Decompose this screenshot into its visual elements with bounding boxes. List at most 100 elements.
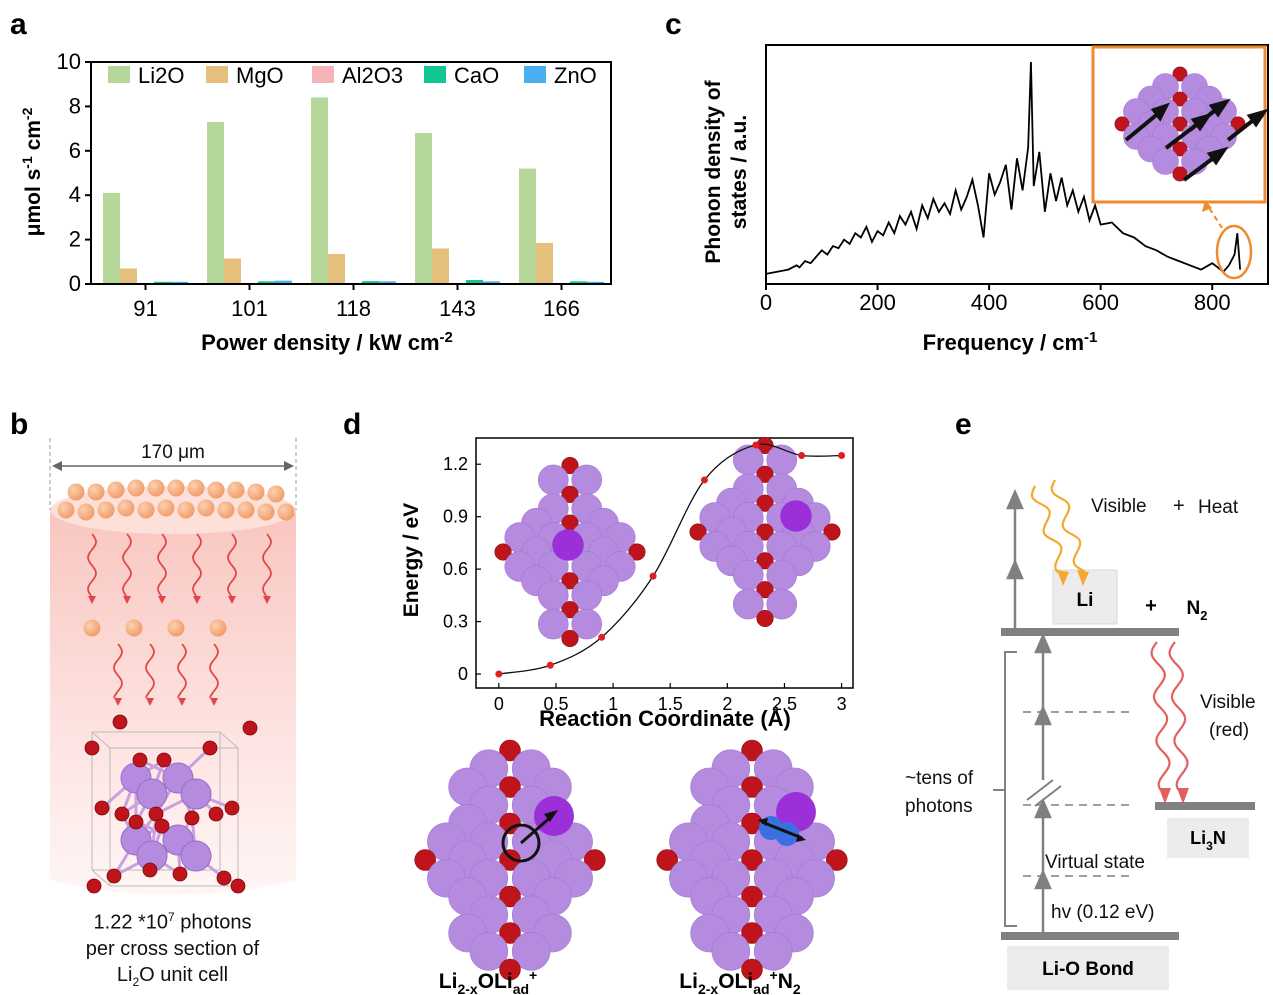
y-tick-label: 0.3 — [443, 612, 468, 632]
bar-li2o-101 — [207, 121, 224, 284]
energy-curve — [498, 443, 842, 675]
x-tick-label: 0 — [494, 694, 504, 714]
legend-label: Al2O3 — [342, 63, 403, 88]
oxygen-atom — [561, 629, 579, 648]
plot-frame — [475, 437, 854, 689]
legend-label: ZnO — [554, 63, 597, 88]
oxygen-atom — [184, 810, 200, 826]
structure-li-adsorbed-n2 — [656, 739, 848, 981]
wave-arrow — [192, 533, 202, 597]
photon — [217, 501, 235, 519]
x-tick-label: 1 — [608, 694, 618, 714]
lithium-atom — [711, 931, 751, 971]
lithium-atom — [753, 931, 793, 971]
oxygen-atom — [741, 885, 763, 908]
plus-heat: + — [1173, 495, 1185, 517]
energy-profile-chart: 0 0.5 1 1.5 2 2.5 3 00.30.60.91.2 Energy / eV … — [400, 436, 854, 994]
lithium-atom — [180, 778, 212, 810]
wave-arrow — [145, 643, 155, 699]
structure-final — [689, 436, 841, 628]
lithium-atom — [732, 588, 764, 620]
y-axis-label: μmol s-1 cm-2 — [19, 107, 45, 236]
oxygen-atom — [154, 818, 170, 834]
lithium-atom — [571, 608, 603, 640]
lio-bond-box — [1007, 946, 1169, 990]
bar-zno-166 — [587, 281, 604, 284]
y-tick-label: 2 — [69, 227, 81, 252]
x-tick-label: 166 — [543, 296, 580, 321]
oxygen-atom — [741, 739, 763, 762]
panel-b-caption: 1.22 *107 photons per cross section of L… — [85, 910, 260, 989]
li3n-label: Li3N — [1190, 828, 1226, 853]
lithium-atom — [469, 931, 509, 971]
oxygen-atom — [86, 878, 102, 894]
bar-cao-101 — [258, 281, 275, 284]
x-tick-label: 3 — [837, 694, 847, 714]
x-tick-label: 1.5 — [658, 694, 683, 714]
oxygen-atom — [132, 752, 148, 768]
dos-line — [765, 61, 1242, 275]
bar-li2o-118 — [311, 97, 328, 285]
visible-red-label-2: (red) — [1209, 720, 1249, 741]
x-tick-label: 143 — [439, 296, 476, 321]
data-point — [700, 476, 708, 484]
irradiation-diagram: 170 μm — [49, 438, 297, 895]
red-emission-wave — [1168, 641, 1189, 791]
bar-cao-91 — [154, 281, 171, 284]
oxygen-atom — [656, 849, 678, 871]
wave-arrow — [262, 533, 272, 597]
lithium-atom — [1152, 148, 1179, 175]
oxygen-atom — [756, 523, 774, 541]
oxygen-atom — [826, 849, 848, 871]
wave-arrow — [209, 643, 219, 699]
bar-zno-118 — [379, 281, 396, 284]
oxygen-atom — [499, 812, 521, 835]
oxygen-atom — [741, 849, 763, 871]
tens-photons-2: photons — [905, 796, 973, 817]
photon — [237, 501, 255, 519]
x-axis-label: Frequency / cm-1 — [923, 329, 1098, 355]
y-tick-label: 0.9 — [443, 507, 468, 527]
data-point — [838, 451, 846, 459]
photon — [167, 479, 185, 497]
legend-swatch — [524, 66, 546, 83]
panel-letter-c: c — [665, 8, 682, 41]
oxygen-atom — [756, 465, 774, 483]
data-point — [649, 572, 657, 580]
lio-bond-label: Li-O Bond — [1042, 959, 1134, 980]
bar-li2o-166 — [519, 168, 536, 284]
oxygen-atom — [202, 740, 218, 756]
oxygen-atom — [148, 806, 164, 822]
bar-zno-143 — [483, 281, 500, 284]
bar-li2o-143 — [415, 133, 432, 284]
bar-mgo-143 — [432, 248, 449, 284]
oxygen-atom — [1172, 141, 1188, 157]
oxygen-atom — [561, 485, 579, 503]
oxygen-atom — [156, 752, 172, 768]
photon — [177, 501, 195, 519]
photon — [257, 503, 275, 521]
oxygen-atom — [224, 800, 240, 816]
y-axis-label-line1: Phonon density of — [702, 79, 725, 263]
wave-arrow — [87, 533, 97, 597]
photon — [267, 485, 285, 503]
plot-frame — [90, 61, 612, 285]
x-axis-label: Power density / kW cm-2 — [201, 329, 453, 355]
adsorbed-li-atom — [552, 529, 584, 561]
wave-arrow — [227, 533, 237, 597]
oxygen-atom — [628, 543, 646, 561]
x-tick-label: 91 — [133, 296, 157, 321]
photon — [187, 479, 205, 497]
lithium-atom — [180, 840, 212, 872]
x-tick-label: 600 — [1082, 290, 1119, 315]
bar-zno-91 — [171, 281, 188, 284]
oxygen-atom — [561, 456, 579, 475]
lithium-atom — [766, 588, 798, 620]
virtual-state-label: Virtual state — [1045, 852, 1145, 873]
data-point — [495, 670, 503, 678]
energy-level-diagram: Li + N2 Visible + Heat Visible (red) ~te… — [905, 479, 1256, 990]
oxygen-atom — [756, 581, 774, 599]
structure-li-adsorbed — [414, 739, 606, 981]
oxygen-atom — [561, 601, 579, 619]
data-point — [598, 633, 606, 641]
